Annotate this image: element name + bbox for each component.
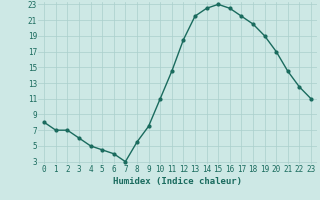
X-axis label: Humidex (Indice chaleur): Humidex (Indice chaleur) [113, 177, 242, 186]
